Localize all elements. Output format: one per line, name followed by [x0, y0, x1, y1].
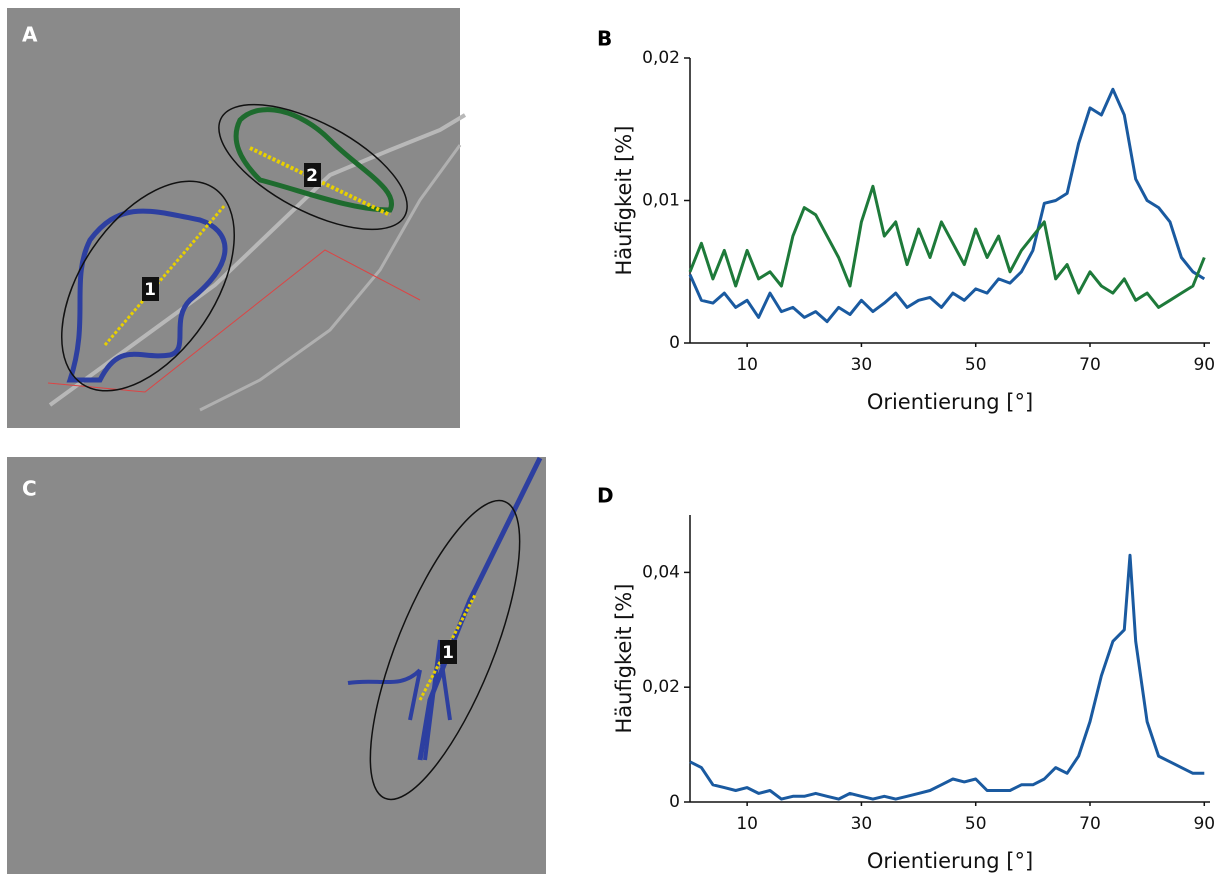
y-tick-label: 0,02 — [642, 48, 680, 68]
label-box — [304, 163, 321, 187]
y-tick-label: 0,02 — [642, 677, 680, 697]
cell-process — [199, 144, 462, 412]
panel-label: C — [22, 477, 37, 501]
ellipse — [369, 499, 521, 801]
x-tick-label: 50 — [965, 355, 987, 375]
x-tick-label: 30 — [851, 355, 873, 375]
x-axis-label: Orientierung [°] — [867, 390, 1033, 414]
y-tick-label: 0,01 — [642, 191, 680, 211]
x-tick-label: 10 — [736, 355, 758, 375]
ellipse — [218, 103, 408, 231]
microscopy-a — [7, 8, 467, 428]
panel-label: D — [597, 484, 614, 508]
x-axis-label: Orientierung [°] — [867, 849, 1033, 873]
axis-line — [103, 204, 227, 346]
x-tick-label: 70 — [1079, 814, 1101, 834]
cell-label: 1 — [144, 280, 156, 300]
label-box — [142, 277, 159, 301]
cell-label: 1 — [442, 643, 454, 663]
y-tick-label: 0 — [669, 792, 680, 812]
y-axis-label: Häufigkeit [%] — [612, 126, 636, 276]
ellipse — [60, 180, 236, 392]
data-line — [688, 87, 1206, 324]
y-axis-label: Häufigkeit [%] — [612, 584, 636, 734]
cell-label: 2 — [306, 166, 318, 186]
data-line — [689, 553, 1205, 801]
x-tick-label: 90 — [1193, 814, 1215, 834]
x-tick-label: 30 — [851, 814, 873, 834]
x-tick-label: 70 — [1079, 355, 1101, 375]
image-bg — [7, 8, 460, 428]
panel-label: B — [597, 27, 612, 51]
data-line — [688, 184, 1206, 309]
x-tick-label: 50 — [965, 814, 987, 834]
y-tick-label: 0 — [669, 333, 680, 353]
cell-mask-1 — [66, 208, 228, 383]
label-box — [440, 640, 457, 664]
cell-mask — [347, 639, 452, 761]
cell-mask-2 — [233, 107, 395, 213]
x-tick-label: 10 — [736, 814, 758, 834]
x-tick-label: 90 — [1193, 355, 1215, 375]
roi — [47, 249, 421, 393]
panel-label: A — [22, 23, 38, 47]
image-bg — [7, 457, 546, 874]
y-tick-label: 0,04 — [642, 562, 680, 582]
microscopy-c — [7, 456, 546, 874]
